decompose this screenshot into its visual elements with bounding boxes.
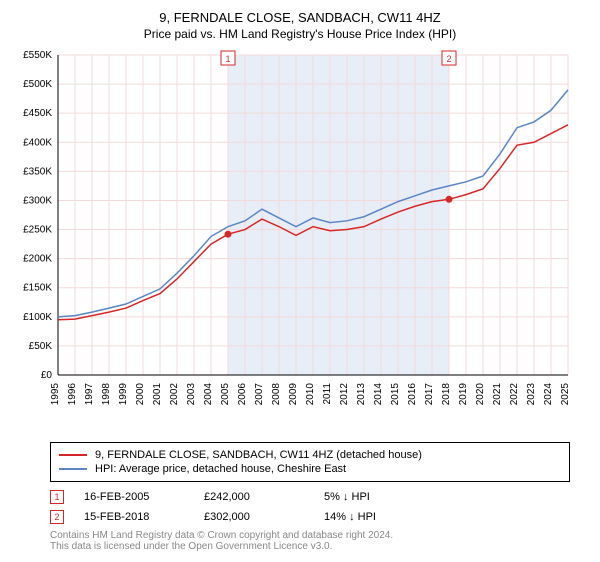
legend-swatch bbox=[59, 468, 87, 470]
svg-text:2001: 2001 bbox=[152, 383, 163, 406]
svg-text:2004: 2004 bbox=[203, 383, 214, 406]
svg-text:2011: 2011 bbox=[322, 383, 333, 405]
svg-text:£550K: £550K bbox=[23, 50, 52, 61]
transaction-delta: 14% ↓ HPI bbox=[324, 511, 444, 523]
transaction-delta: 5% ↓ HPI bbox=[324, 491, 444, 503]
svg-text:£350K: £350K bbox=[23, 166, 52, 177]
legend-item: 9, FERNDALE CLOSE, SANDBACH, CW11 4HZ (d… bbox=[59, 449, 561, 461]
chart-plot: £0 £50K £100K £150K £200K £250K £300K £350K £400… bbox=[10, 49, 590, 434]
svg-text:2010: 2010 bbox=[305, 383, 316, 406]
transaction-price: £302,000 bbox=[204, 511, 324, 523]
legend: 9, FERNDALE CLOSE, SANDBACH, CW11 4HZ (d… bbox=[50, 442, 570, 482]
svg-text:2008: 2008 bbox=[271, 383, 282, 406]
svg-text:2005: 2005 bbox=[220, 383, 231, 406]
svg-text:£300K: £300K bbox=[23, 195, 52, 206]
svg-text:2000: 2000 bbox=[135, 383, 146, 406]
svg-text:2006: 2006 bbox=[237, 383, 248, 406]
svg-text:2019: 2019 bbox=[458, 383, 469, 406]
svg-text:2016: 2016 bbox=[407, 383, 418, 406]
svg-text:£0: £0 bbox=[41, 370, 53, 381]
svg-text:£250K: £250K bbox=[23, 225, 52, 236]
transaction-row: 1 16-FEB-2005£242,0005% ↓ HPI bbox=[50, 490, 590, 504]
svg-text:2024: 2024 bbox=[543, 383, 554, 406]
svg-text:1: 1 bbox=[225, 54, 230, 64]
marker-badge: 2 bbox=[50, 510, 64, 524]
svg-text:2020: 2020 bbox=[475, 383, 486, 406]
svg-text:1999: 1999 bbox=[118, 383, 129, 406]
svg-text:2015: 2015 bbox=[390, 383, 401, 406]
svg-text:2023: 2023 bbox=[526, 383, 537, 406]
svg-text:2002: 2002 bbox=[169, 383, 180, 406]
chart-subtitle: Price paid vs. HM Land Registry's House … bbox=[10, 27, 590, 41]
transaction-price: £242,000 bbox=[204, 491, 324, 503]
legend-label: 9, FERNDALE CLOSE, SANDBACH, CW11 4HZ (d… bbox=[95, 449, 422, 461]
transaction-date: 16-FEB-2005 bbox=[84, 491, 204, 503]
footer-line1: Contains HM Land Registry data © Crown c… bbox=[50, 530, 590, 541]
svg-text:£500K: £500K bbox=[23, 79, 52, 90]
svg-text:2: 2 bbox=[446, 54, 451, 64]
svg-text:2007: 2007 bbox=[254, 383, 265, 406]
svg-text:£50K: £50K bbox=[29, 341, 53, 352]
svg-text:£200K: £200K bbox=[23, 254, 52, 265]
transaction-row: 2 15-FEB-2018£302,00014% ↓ HPI bbox=[50, 510, 590, 524]
svg-text:2014: 2014 bbox=[373, 383, 384, 406]
svg-text:2003: 2003 bbox=[186, 383, 197, 406]
svg-text:£450K: £450K bbox=[23, 108, 52, 119]
svg-text:£100K: £100K bbox=[23, 312, 52, 323]
svg-text:1995: 1995 bbox=[50, 383, 61, 406]
svg-text:£150K: £150K bbox=[23, 283, 52, 294]
legend-label: HPI: Average price, detached house, Ches… bbox=[95, 463, 346, 475]
svg-text:2013: 2013 bbox=[356, 383, 367, 406]
svg-text:1997: 1997 bbox=[84, 383, 95, 406]
svg-text:2009: 2009 bbox=[288, 383, 299, 406]
chart-title: 9, FERNDALE CLOSE, SANDBACH, CW11 4HZ bbox=[10, 10, 590, 25]
svg-text:2025: 2025 bbox=[560, 383, 571, 406]
legend-swatch bbox=[59, 454, 87, 456]
svg-text:2018: 2018 bbox=[441, 383, 452, 406]
footer: Contains HM Land Registry data © Crown c… bbox=[50, 530, 590, 552]
footer-line2: This data is licensed under the Open Gov… bbox=[50, 541, 590, 552]
legend-item: HPI: Average price, detached house, Ches… bbox=[59, 463, 561, 475]
svg-text:1998: 1998 bbox=[101, 383, 112, 406]
svg-text:2021: 2021 bbox=[492, 383, 503, 406]
transactions-table: 1 16-FEB-2005£242,0005% ↓ HPI 2 15-FEB-2018… bbox=[50, 490, 590, 524]
svg-text:2012: 2012 bbox=[339, 383, 350, 406]
transaction-date: 15-FEB-2018 bbox=[84, 511, 204, 523]
svg-text:2022: 2022 bbox=[509, 383, 520, 406]
marker-badge: 1 bbox=[50, 490, 64, 504]
svg-text:£400K: £400K bbox=[23, 137, 52, 148]
svg-text:2017: 2017 bbox=[424, 383, 435, 406]
svg-text:1996: 1996 bbox=[67, 383, 78, 406]
